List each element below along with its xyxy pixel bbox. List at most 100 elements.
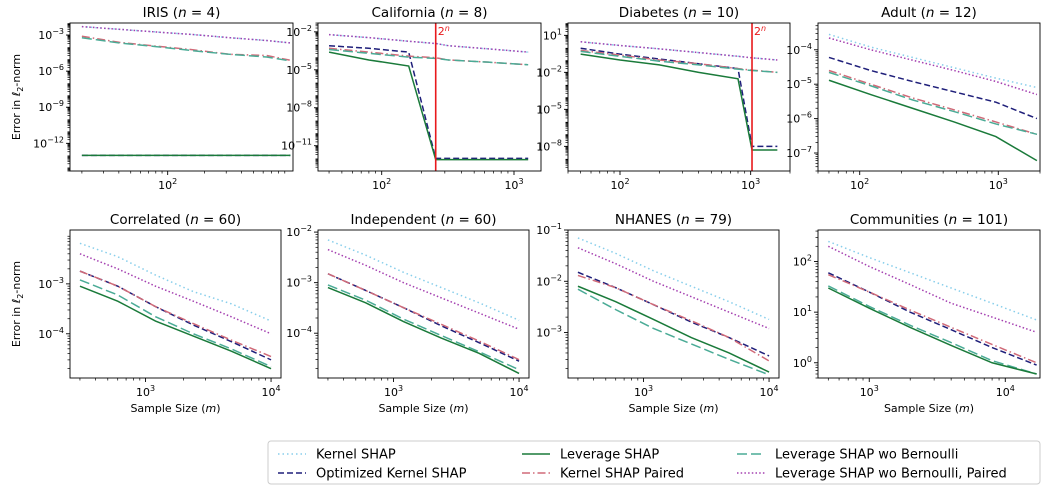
series-line-paired [828,275,1036,363]
axes-frame [70,23,293,171]
subplot-independent: Independent (n = 60) 103 104 10−2 10−3 10−4 Sa… [286,212,529,415]
x-tick-label: 104 [760,384,779,399]
y-tick-label: 10−5 [536,101,562,116]
x-tick-label: 102 [850,177,869,192]
y-tick-label: 10−5 [786,76,812,91]
y-tick-label: 10−9 [38,99,64,114]
legend-label-leverage: Leverage SHAP [560,448,659,463]
series-line-paired [829,70,1037,134]
y-tick-label: 10−4 [786,42,812,57]
subplot-title: Diabetes (n = 10) [619,5,739,21]
subplot-communities: Communities (n = 101) 103 104 102 101 100 Samp… [793,212,1040,415]
series-line-leverage [578,286,769,372]
y-tick-label: 10−4 [286,325,312,340]
x-axis-label: Sample Size (m) [628,402,718,415]
x-tick-label: 103 [384,384,403,399]
x-tick-label: 104 [510,384,529,399]
x-tick-label: 103 [741,177,760,192]
subplot-title: Adult (n = 12) [881,5,977,21]
y-tick-label: 101 [793,304,812,319]
series-line-wobern_paired [82,27,291,43]
y-tick-label: 10−8 [286,100,312,115]
x-tick-label: 103 [989,177,1008,192]
series-line-optimized [829,57,1037,118]
y-tick-label: 10−3 [38,27,64,42]
legend-label-paired: Kernel SHAP Paired [560,467,684,482]
y-tick-label: 10−6 [786,111,812,126]
y-tick-label: 10−2 [286,24,312,39]
x-axis-label: Sample Size (m) [884,402,974,415]
subplot-adult: Adult (n = 12) 102 103 10−4 10−5 10−6 10−7 [786,5,1040,192]
x-axis-label: Sample Size (m) [378,402,468,415]
series-line-leverage [829,80,1037,160]
legend-label-wobern: Leverage SHAP wo Bernoulli [775,448,958,463]
axes-frame [818,230,1040,378]
x-tick-label: 102 [372,177,391,192]
subplot-title: NHANES (n = 79) [615,212,732,228]
subplot-california: California (n = 8) 2n 102 103 10−2 10−5 10−8 10… [281,5,541,192]
threshold-label: 2n [754,24,766,38]
series-line-leverage [581,54,778,150]
series-line-kernel [829,34,1037,87]
x-tick-label: 104 [996,384,1015,399]
subplot-title: California (n = 8) [372,5,488,21]
y-tick-label: 102 [793,254,812,269]
x-tick-label: 103 [504,177,523,192]
y-tick-label: 10−2 [536,64,562,79]
legend: Kernel SHAP Optimized Kernel SHAP Leverage… [268,441,1040,484]
series-line-wobern [828,286,1036,374]
y-tick-label: 10−11 [281,138,312,153]
y-tick-label: 10−3 [536,325,562,340]
threshold-label: 2n [438,24,450,38]
subplot-title: Independent (n = 60) [350,212,496,228]
y-tick-label: 10−6 [38,63,64,78]
series-line-kernel [578,238,769,320]
axes-frame [568,23,790,171]
subplot-nhanes: NHANES (n = 79) 103 104 10−1 10−2 10−3 Sample … [536,212,779,415]
series-line-wobern_paired [581,42,778,60]
axes-frame [818,23,1040,171]
subplot-title: Communities (n = 101) [850,212,1008,228]
y-tick-label: 101 [543,27,562,42]
series-line-wobern_paired [829,38,1037,95]
x-tick-label: 103 [136,384,155,399]
subplot-title: IRIS (n = 4) [143,5,221,21]
x-tick-label: 103 [860,384,879,399]
y-tick-label: 10−3 [38,276,64,291]
axes-frame [70,230,281,378]
x-tick-label: 103 [634,384,653,399]
y-tick-label: 10−12 [33,135,64,150]
subplot-iris: IRIS (n = 4) 102 10−3 10−6 10−9 10−12 Error in… [10,5,293,192]
subplot-title: Correlated (n = 60) [110,212,241,228]
series-line-paired [328,274,519,360]
x-tick-label: 104 [262,384,281,399]
y-tick-label: 100 [793,355,812,370]
y-tick-label: 10−1 [536,222,562,237]
y-tick-label: 10−3 [286,275,312,290]
series-line-wobern_paired [80,254,271,334]
subplot-diabetes: Diabetes (n = 10) 2n 102 103 101 10−2 10−5 10−8 [536,5,790,192]
subplot-correlated: Correlated (n = 60) 103 104 10−3 10−4 Error i… [10,212,281,415]
series-line-paired [578,275,769,360]
x-tick-label: 102 [158,177,177,192]
series-line-leverage [328,288,519,374]
series-line-kernel [828,241,1036,320]
axes-frame [318,230,529,378]
series-line-kernel [328,240,519,320]
axes-frame [568,230,779,378]
y-tick-label: 10−5 [286,62,312,77]
x-tick-label: 102 [610,177,629,192]
series-line-wobern_paired [329,35,528,52]
y-tick-label: 10−4 [38,326,64,341]
series-line-leverage [329,52,528,159]
y-tick-label: 10−2 [536,273,562,288]
series-line-wobern [80,280,271,367]
series-line-wobern_paired [578,248,769,329]
y-tick-label: 10−7 [786,145,812,160]
series-line-wobern [328,285,519,370]
y-tick-label: 10−2 [286,224,312,239]
legend-label-optimized: Optimized Kernel SHAP [316,467,467,482]
x-axis-label: Sample Size (m) [130,402,220,415]
legend-label-wobern_paired: Leverage SHAP wo Bernoulli, Paired [775,467,1007,482]
